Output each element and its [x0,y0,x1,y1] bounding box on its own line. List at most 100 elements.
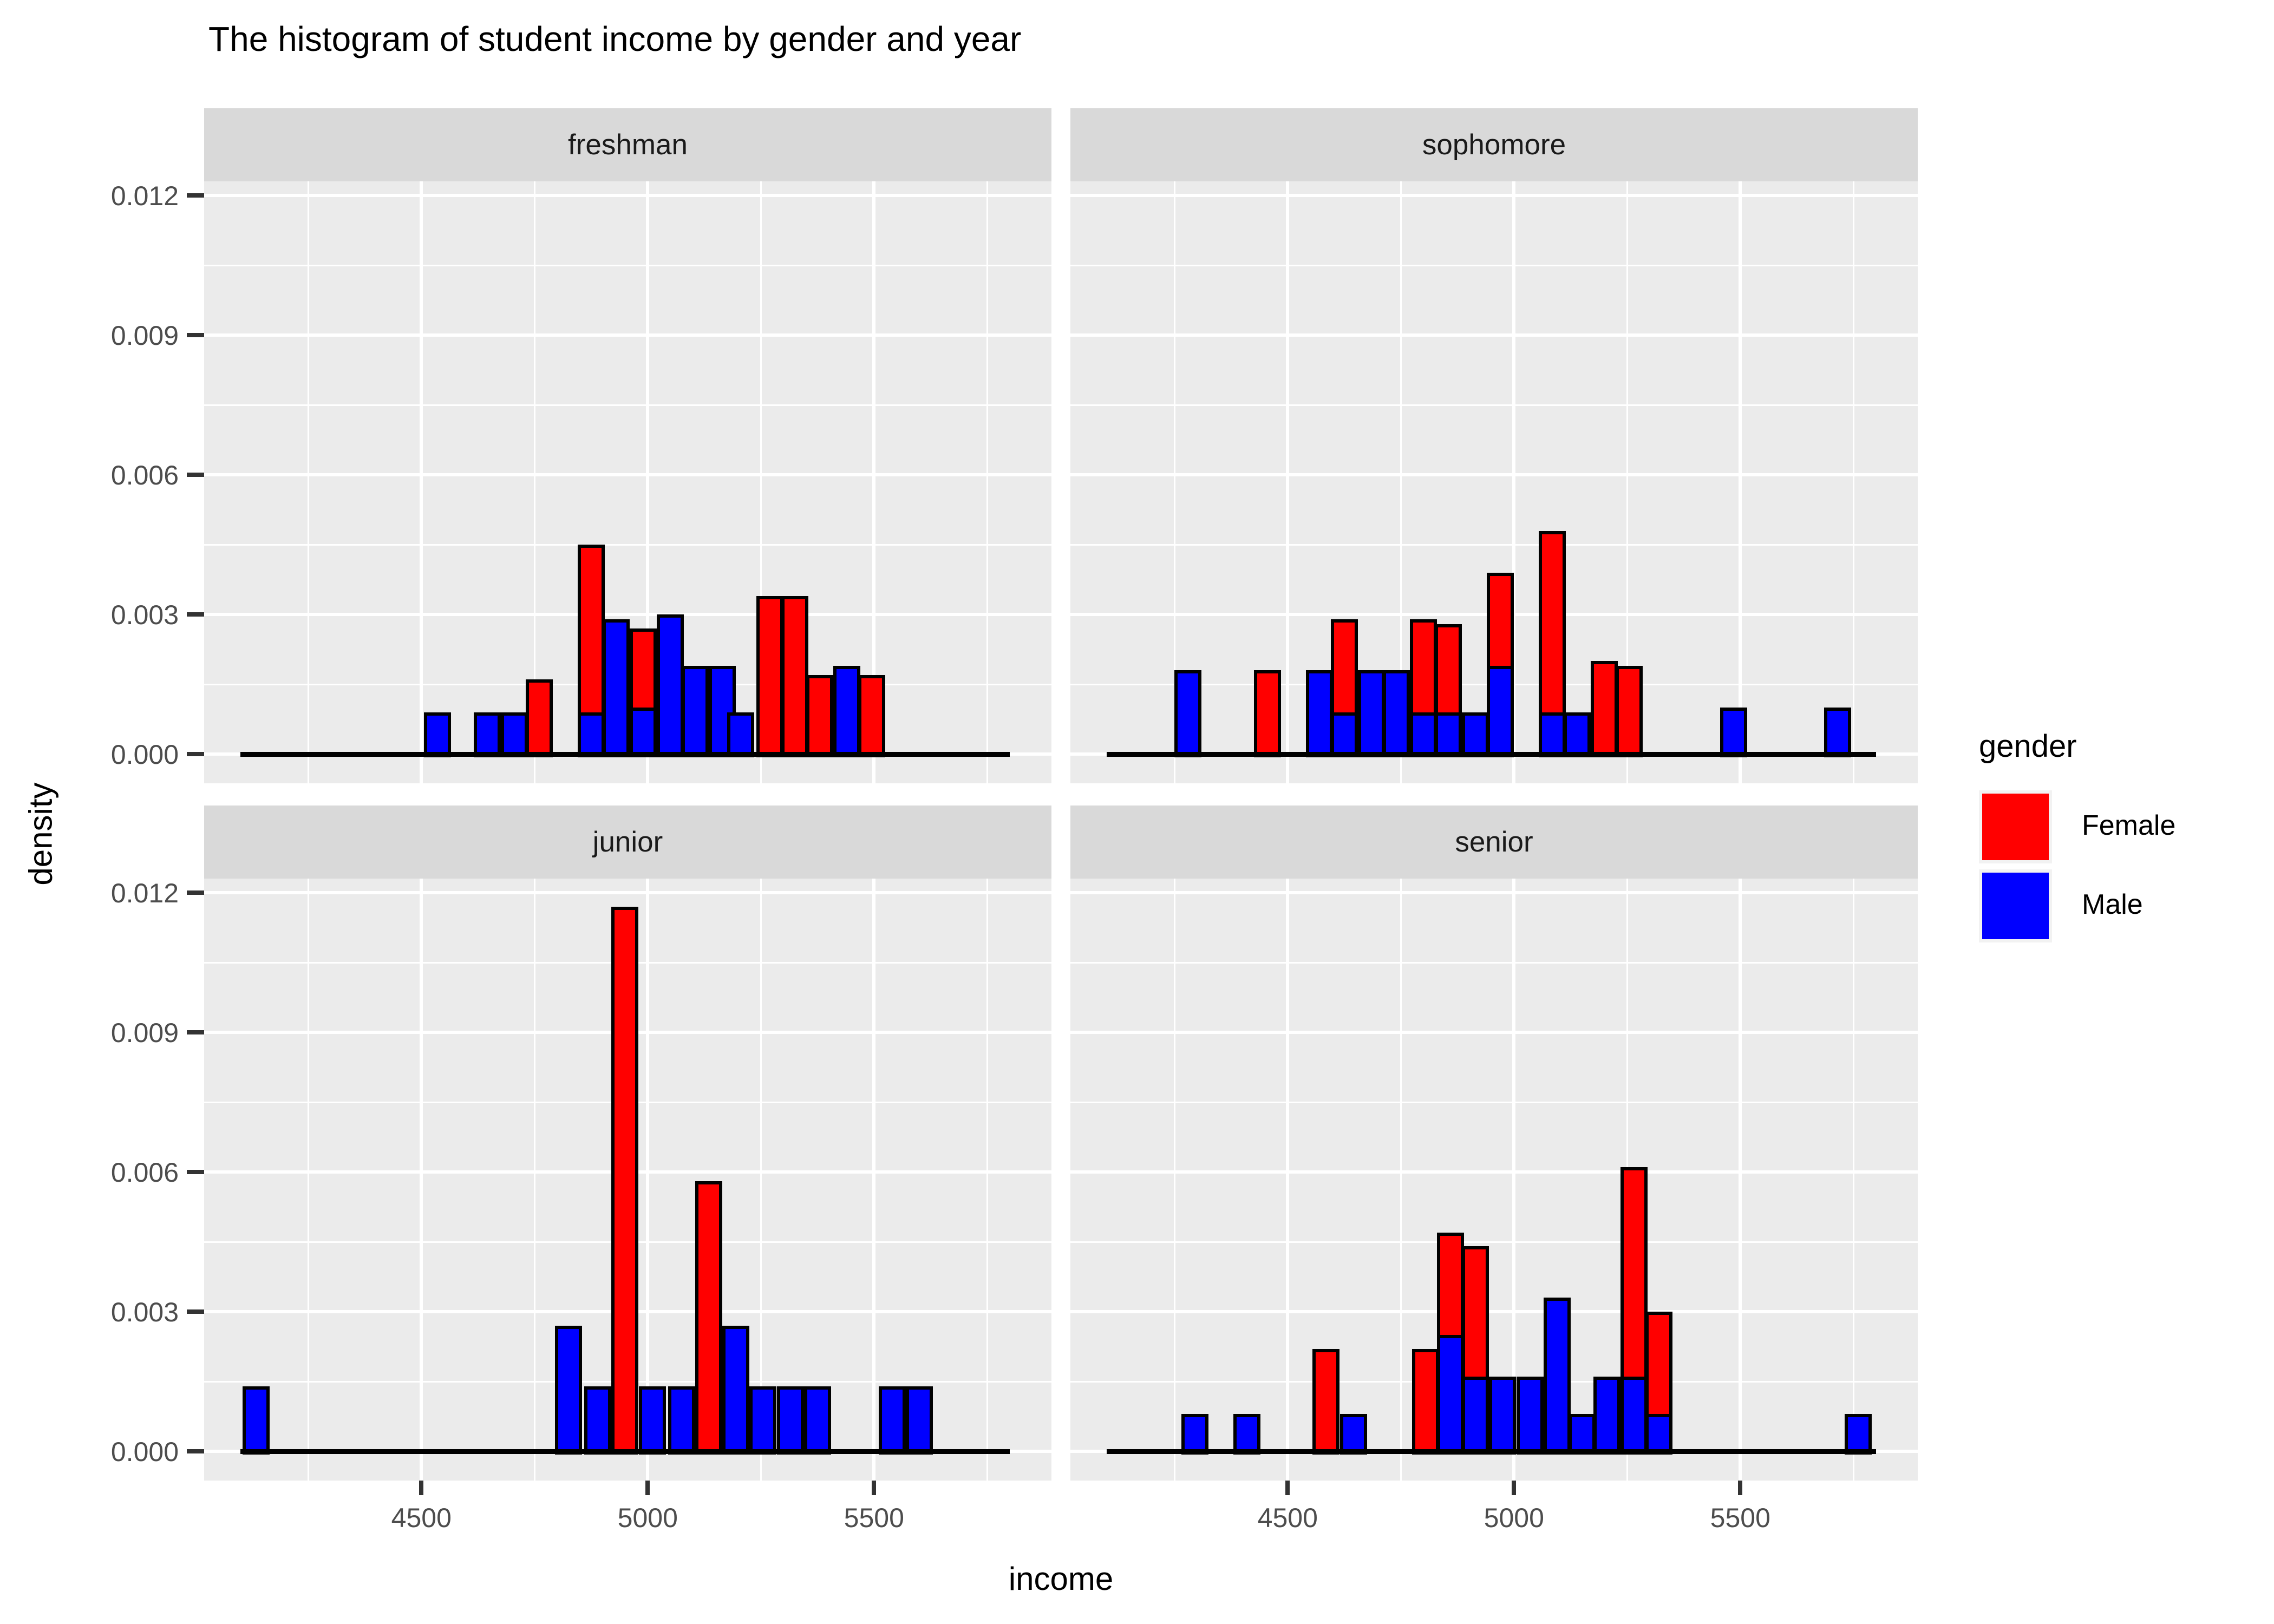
gridline-x-minor [760,181,762,783]
bar-male [243,1386,270,1455]
gridline-x-major [420,879,423,1481]
gridline-y-major [1070,891,1918,894]
gridline-y-major [1070,194,1918,197]
bar-male [1844,1414,1872,1455]
facet-panel-junior [204,879,1051,1481]
facet-strip-junior: junior [204,806,1051,879]
bar-male [473,712,501,757]
chart-title: The histogram of student income by gende… [208,19,1022,58]
bar-male [1645,1414,1672,1455]
bar-male [1233,1414,1261,1455]
bar-male [668,1386,695,1455]
bar-male [629,708,657,757]
bar-female [1645,1312,1672,1417]
gridline-x-minor [308,879,310,1481]
female-swatch-icon [1982,794,2049,860]
bar-female [1412,1349,1440,1455]
bar-male [722,1326,750,1455]
gridline-x-major [646,879,650,1481]
y-tick-label: 0.006 [110,460,179,490]
bar-male [1437,1335,1465,1455]
x-axis-title: income [1008,1561,1114,1597]
x-tick-mark [645,1481,650,1495]
bar-male [1462,712,1489,757]
facet-strip-label: freshman [568,129,688,161]
gridline-y-major [1070,473,1918,476]
gridline-x-minor [1626,181,1629,783]
legend-title: gender [1979,729,2077,764]
gridline-y-major [204,891,1051,894]
bar-female [1539,531,1566,716]
male-swatch-icon [1982,873,2049,939]
gridline-y-minor [204,404,1051,406]
facet-strip-label: senior [1455,826,1533,858]
bar-male [1620,1377,1648,1455]
zero-baseline [1106,752,1877,757]
bar-male [776,1386,804,1455]
gridline-y-minor [1070,404,1918,406]
bar-male [878,1386,906,1455]
bar-male [577,712,605,757]
bar-male [1382,670,1410,757]
y-tick-mark [187,612,204,617]
facet-panel-freshman [204,181,1051,783]
facet-strip-freshman: freshman [204,108,1051,181]
gridline-y-minor [1070,265,1918,266]
x-tick-label: 4500 [391,1503,452,1533]
bar-female [1487,573,1514,669]
gridline-x-minor [534,181,536,783]
gridline-y-minor [204,265,1051,266]
bar-male [1543,1298,1571,1455]
bar-male [1330,712,1358,757]
zero-baseline [240,752,1010,757]
bar-male [1489,1377,1517,1455]
bar-male [1181,1414,1208,1455]
gridline-x-major [1286,181,1290,783]
x-tick-mark [1738,1481,1743,1495]
bar-female [629,628,657,711]
bar-female [756,596,783,757]
y-tick-mark [187,1170,204,1174]
x-tick-label: 5500 [844,1503,904,1533]
bar-female [858,675,886,757]
gridline-x-major [1286,879,1290,1481]
y-tick-label: 0.003 [110,600,179,630]
bar-female [525,679,553,757]
y-tick-mark [187,473,204,477]
bar-male [1435,712,1462,757]
gridline-x-major [872,181,876,783]
bar-female [1616,666,1643,757]
zero-baseline [1106,1449,1877,1454]
gridline-y-major [1070,1170,1918,1174]
gridline-x-minor [1400,181,1402,783]
bar-male [1824,708,1852,757]
bar-male [584,1386,612,1455]
bar-female [1591,661,1618,757]
bar-male [1593,1377,1620,1455]
bar-female [577,545,605,716]
gridline-x-major [1512,879,1516,1481]
gridline-x-major [646,181,650,783]
gridline-y-major [1070,1031,1918,1034]
facet-panel-senior [1070,879,1918,1481]
bar-female [1620,1167,1648,1380]
x-tick-label: 5500 [1710,1503,1770,1533]
y-tick-mark [187,193,204,198]
gridline-y-major [204,473,1051,476]
legend: gender Female Male [1979,725,2271,953]
bar-female [1435,624,1462,716]
y-tick-mark [187,1449,204,1453]
gridline-x-major [1512,181,1516,783]
y-tick-mark [187,1030,204,1034]
legend-label-female: Female [2082,810,2176,841]
gridline-y-major [204,194,1051,197]
bar-male [803,1386,831,1455]
y-tick-mark [187,1309,204,1314]
gridline-y-minor [1070,544,1918,546]
bar-female [1253,670,1281,757]
bar-male [682,666,709,757]
gridline-x-major [1739,181,1742,783]
bar-male [500,712,528,757]
gridline-y-minor [1070,1102,1918,1103]
